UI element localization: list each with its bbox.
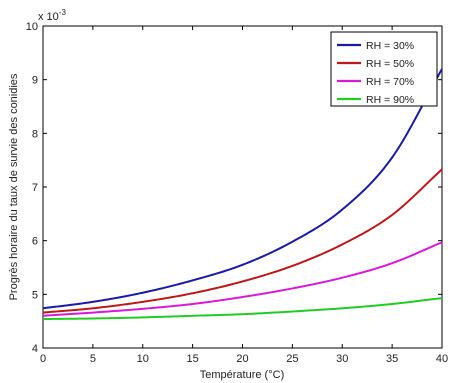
y-tick-label: 10: [26, 21, 38, 33]
x-tick-label: 5: [90, 353, 96, 365]
x-tick-label: 40: [436, 353, 448, 365]
axis-ticks: [42, 25, 443, 349]
x-tick-label: 30: [336, 353, 348, 365]
x-tick-label: 15: [187, 353, 199, 365]
x-tick-label: 20: [236, 353, 248, 365]
legend: RH = 30% RH = 50% RH = 70% RH = 90%: [330, 31, 438, 107]
series-line-rh-4: [42, 297, 443, 321]
y-tick-label: 6: [32, 236, 38, 248]
x-tick-label: 25: [286, 353, 298, 365]
x-tick-label: 10: [137, 353, 149, 365]
y-tick-label: 9: [32, 75, 38, 87]
legend-entry-label: RH = 30%: [366, 40, 414, 52]
y-tick-label: 4: [32, 343, 38, 355]
y-tick-label: 8: [32, 128, 38, 140]
series-line-rh-1: [42, 68, 443, 310]
x-axis-label: Température (°C): [200, 369, 284, 381]
y-axis-label: Progrès horaire du taux de survie des co…: [8, 73, 20, 300]
y-scale-label: x 10-3: [38, 8, 66, 23]
x-tick-label: 0: [40, 353, 46, 365]
x-tick-label: 35: [386, 353, 398, 365]
legend-entry-label: RH = 50%: [366, 58, 414, 70]
legend-entry-label: RH = 90%: [366, 94, 414, 106]
series-line-rh-2: [42, 168, 443, 314]
y-tick-label: 5: [32, 289, 38, 301]
y-tick-label: 7: [32, 182, 38, 194]
series-lines: [42, 68, 443, 321]
legend-entry-label: RH = 70%: [366, 76, 414, 88]
series-line-rh-3: [42, 241, 443, 317]
